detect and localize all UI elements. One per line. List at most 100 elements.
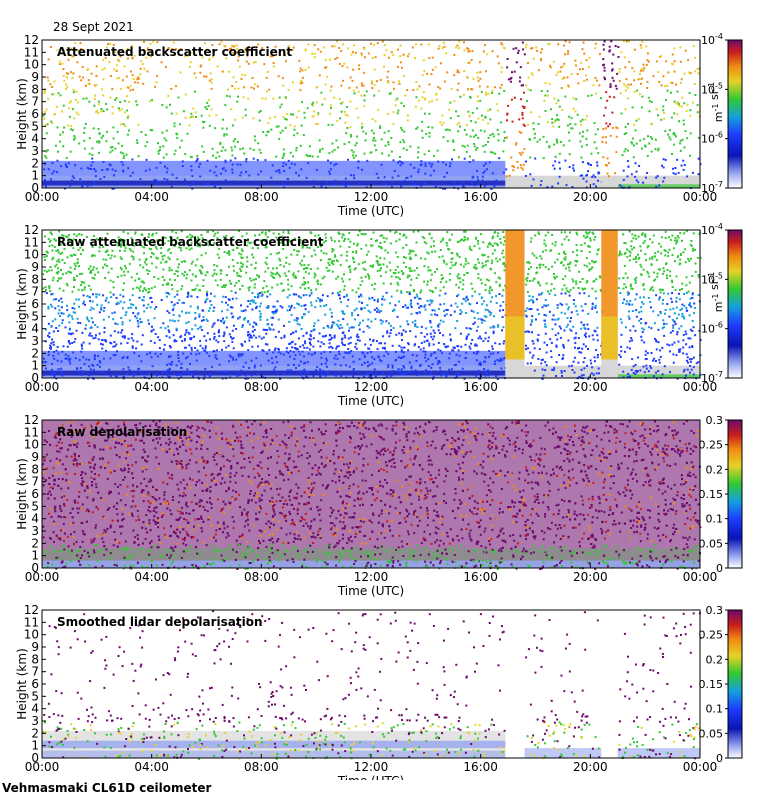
colorbar-tick-label: 0.2 — [706, 653, 724, 666]
y-axis-label: Height (km) — [15, 78, 29, 149]
colorbar-gradient — [727, 419, 743, 569]
y-tick-label: 7 — [31, 475, 39, 489]
x-tick-label: 16:00 — [463, 380, 498, 394]
colorbar-tick-label: 0.05 — [699, 727, 724, 740]
y-tick-label: 3 — [31, 144, 39, 158]
y-tick-label: 3 — [31, 524, 39, 538]
y-tick-label: 4 — [31, 512, 39, 526]
x-tick-label: 08:00 — [244, 380, 279, 394]
x-tick-label: 16:00 — [463, 190, 498, 204]
y-tick-label: 4 — [31, 322, 39, 336]
x-tick-label: 20:00 — [573, 190, 608, 204]
colorbar-unit-label: m-1 sr-1 — [707, 82, 725, 122]
x-tick-label: 12:00 — [354, 570, 389, 584]
colorbar-tick-label: 10-5 — [701, 81, 723, 96]
y-tick-label: 11 — [24, 425, 39, 439]
colorbar-gradient — [727, 229, 743, 379]
y-tick-label: 8 — [31, 462, 39, 476]
heatmap-cells — [42, 230, 702, 380]
x-axis-label: Time (UTC) — [337, 204, 404, 218]
gap-column — [601, 175, 618, 188]
panel-title: Smoothed lidar depolarisation — [57, 615, 263, 629]
colorbar-tick-label: 0.2 — [706, 463, 724, 476]
y-axis-label: Height (km) — [15, 268, 29, 339]
y-tick-label: 3 — [31, 334, 39, 348]
x-tick-label: 08:00 — [244, 190, 279, 204]
x-tick-label: 08:00 — [244, 760, 279, 774]
x-axis-label: Time (UTC) — [337, 584, 404, 598]
x-tick-label: 00:00 — [25, 380, 60, 394]
x-tick-label: 00:00 — [683, 760, 718, 774]
colorbar-tick-label: 0.3 — [706, 604, 724, 617]
colorbar-tick-label: 10-4 — [701, 32, 723, 47]
y-tick-label: 8 — [31, 272, 39, 286]
y-tick-label: 2 — [31, 156, 39, 170]
y-tick-label: 7 — [31, 665, 39, 679]
panel-title: Attenuated backscatter coefficient — [57, 45, 292, 59]
x-tick-label: 16:00 — [463, 570, 498, 584]
y-tick-label: 0 — [31, 181, 39, 195]
x-tick-label: 20:00 — [573, 570, 608, 584]
y-tick-label: 10 — [24, 248, 39, 262]
date-label: 28 Sept 2021 — [53, 20, 134, 34]
colorbar-tick-label: 10-7 — [701, 180, 723, 195]
y-tick-label: 1 — [31, 739, 39, 753]
y-tick-label: 7 — [31, 285, 39, 299]
x-tick-label: 16:00 — [463, 760, 498, 774]
y-tick-label: 5 — [31, 309, 39, 323]
colorbar-tick-label: 0.05 — [699, 537, 724, 550]
colorbar-tick-label: 0 — [716, 752, 723, 765]
y-tick-label: 9 — [31, 70, 39, 84]
colorbar: 0.3 0.25 0.2 0.15 0.1 0.05 0 — [699, 414, 743, 575]
x-tick-label: 12:00 — [354, 760, 389, 774]
y-tick-label: 4 — [31, 702, 39, 716]
y-tick-label: 12 — [24, 33, 39, 47]
y-tick-label: 11 — [24, 235, 39, 249]
colorbar-tick-label: 0.25 — [699, 629, 724, 642]
y-tick-label: 1 — [31, 169, 39, 183]
y-tick-label: 12 — [24, 413, 39, 427]
y-axis-label: Height (km) — [15, 458, 29, 529]
colorbar-tick-label: 10-4 — [701, 222, 723, 237]
x-tick-label: 12:00 — [354, 380, 389, 394]
y-tick-label: 0 — [31, 371, 39, 385]
gap-column — [505, 745, 525, 758]
y-tick-label: 8 — [31, 82, 39, 96]
y-tick-label: 6 — [31, 107, 39, 121]
y-tick-label: 10 — [24, 438, 39, 452]
y-tick-label: 4 — [31, 132, 39, 146]
x-tick-label: 20:00 — [573, 760, 608, 774]
colorbar: 10-4 10-5 10-6 10-7 m-1 sr-1 — [701, 32, 743, 195]
y-tick-label: 6 — [31, 677, 39, 691]
x-tick-label: 00:00 — [683, 190, 718, 204]
y-tick-label: 9 — [31, 640, 39, 654]
x-tick-label: 04:00 — [134, 760, 169, 774]
x-tick-label: 00:00 — [25, 760, 60, 774]
x-tick-label: 20:00 — [573, 380, 608, 394]
y-tick-label: 0 — [31, 561, 39, 575]
heatmap-cells — [42, 420, 702, 570]
colorbar-tick-label: 0.1 — [706, 513, 724, 526]
x-tick-label: 00:00 — [683, 570, 718, 584]
colorbar-gradient — [727, 39, 743, 189]
y-tick-label: 7 — [31, 95, 39, 109]
colorbar-tick-label: 0.15 — [699, 678, 724, 691]
y-tick-label: 8 — [31, 652, 39, 666]
colorbar-tick-label: 10-6 — [701, 131, 723, 146]
y-tick-label: 5 — [31, 119, 39, 133]
x-tick-label: 04:00 — [134, 570, 169, 584]
colorbar-tick-label: 0.15 — [699, 488, 724, 501]
x-tick-label: 12:00 — [354, 190, 389, 204]
colorbar-tick-label: 0 — [716, 562, 723, 575]
colorbar: 0.3 0.25 0.2 0.15 0.1 0.05 0 — [699, 604, 743, 765]
x-axis-label: Time (UTC) — [337, 394, 404, 408]
x-axis-label: Time (UTC) — [337, 774, 404, 780]
y-tick-label: 10 — [24, 58, 39, 72]
y-tick-label: 5 — [31, 499, 39, 513]
y-tick-label: 6 — [31, 487, 39, 501]
y-tick-label: 1 — [31, 359, 39, 373]
y-tick-label: 9 — [31, 450, 39, 464]
